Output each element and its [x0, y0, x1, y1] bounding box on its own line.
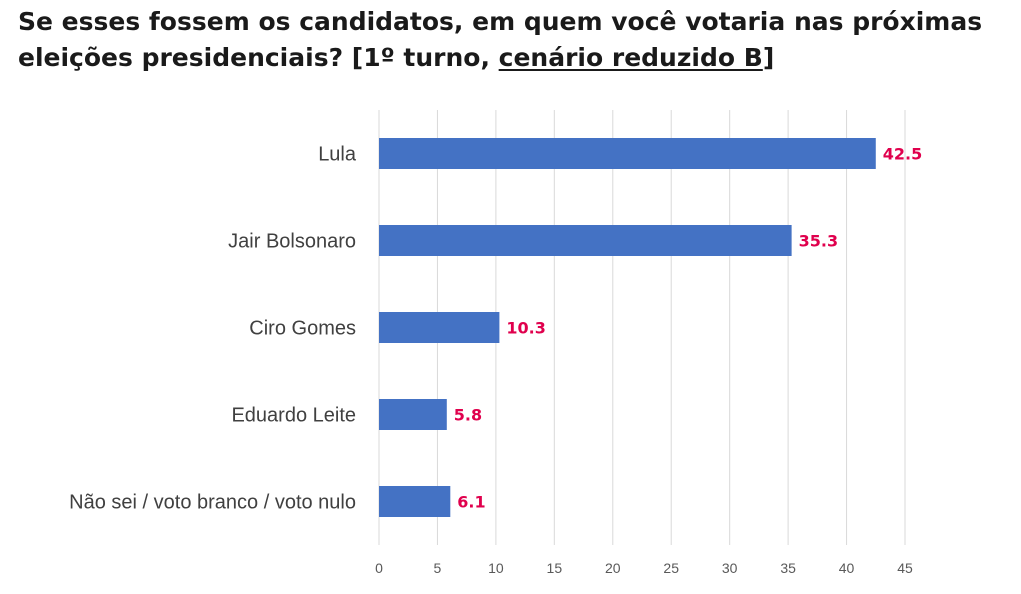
- category-label: Lula: [318, 144, 357, 166]
- x-tick-label: 45: [897, 560, 913, 576]
- x-tick-label: 0: [375, 560, 383, 576]
- bar: [379, 225, 792, 256]
- data-label: 42.5: [883, 145, 922, 164]
- bar: [379, 138, 876, 169]
- x-tick-label: 5: [434, 560, 442, 576]
- x-tick-label: 25: [663, 560, 679, 576]
- bar: [379, 312, 500, 343]
- bar: [379, 399, 447, 430]
- x-tick-label: 35: [780, 560, 796, 576]
- chart-title: Se esses fossem os candidatos, em quem v…: [18, 4, 1013, 76]
- x-tick-label: 15: [547, 560, 563, 576]
- data-label: 35.3: [799, 232, 838, 251]
- category-label: Ciro Gomes: [249, 318, 356, 340]
- title-end: ]: [762, 43, 775, 72]
- x-tick-label: 20: [605, 560, 621, 576]
- x-tick-label: 30: [722, 560, 738, 576]
- data-label: 6.1: [457, 493, 485, 512]
- bar: [379, 486, 451, 517]
- category-label: Eduardo Leite: [231, 405, 356, 427]
- category-label: Não sei / voto branco / voto nulo: [69, 492, 356, 514]
- title-text: Se esses fossem os candidatos, em quem v…: [18, 7, 983, 72]
- data-label: 10.3: [506, 319, 545, 338]
- data-label: 5.8: [454, 406, 482, 425]
- title-scenario: cenário reduzido B: [498, 43, 763, 72]
- category-label: Jair Bolsonaro: [228, 231, 356, 253]
- x-tick-label: 10: [488, 560, 504, 576]
- x-tick-label: 40: [839, 560, 855, 576]
